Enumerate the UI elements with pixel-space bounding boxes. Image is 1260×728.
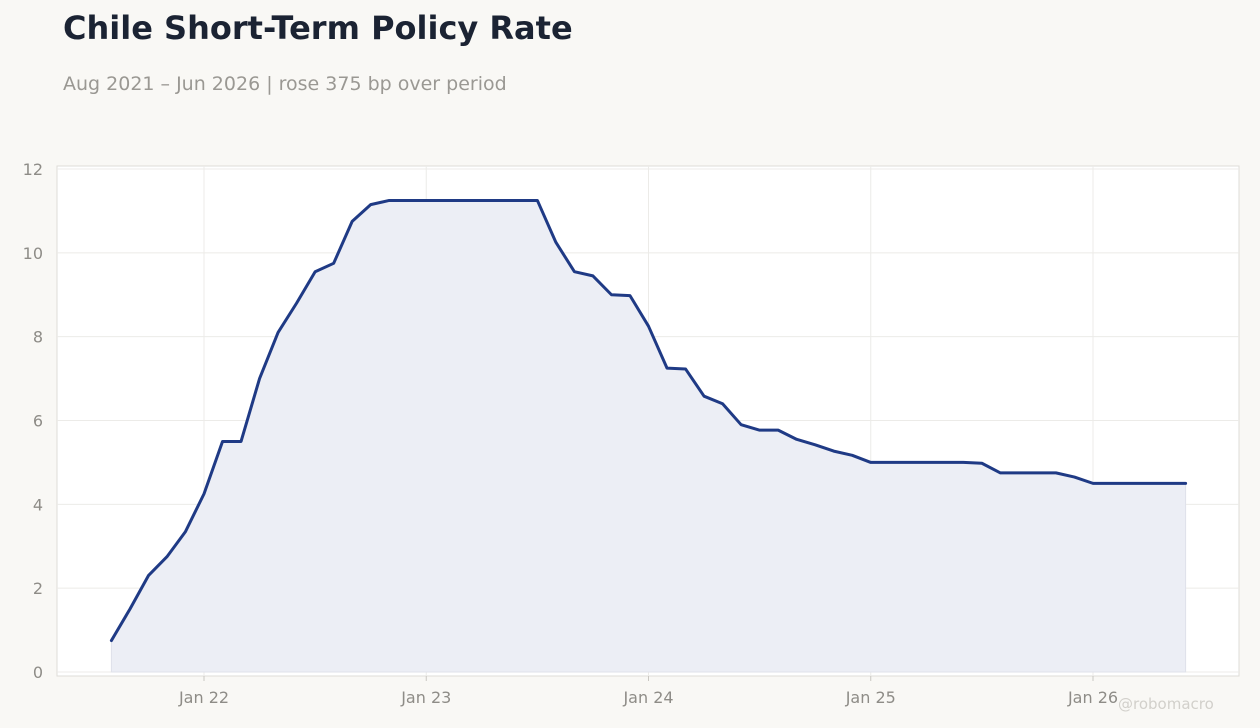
- series-layer: [109, 198, 1188, 673]
- y-tick-label: 8: [33, 328, 43, 347]
- x-tick-label: Jan 23: [400, 688, 451, 707]
- y-tick-label: 2: [33, 579, 43, 598]
- y-tick-label: 4: [33, 495, 43, 514]
- y-tick-label: 0: [33, 663, 43, 682]
- y-tick-label: 6: [33, 412, 43, 431]
- chart-subtitle: Aug 2021 – Jun 2026 | rose 375 bp over p…: [63, 73, 507, 95]
- y-axis-ticks: 0 2 4 6 8 10 12: [23, 160, 43, 682]
- watermark: @robomacro: [1118, 695, 1214, 713]
- x-tick-label: Jan 25: [845, 688, 896, 707]
- chart-title: Chile Short-Term Policy Rate: [63, 9, 573, 47]
- x-tick-label: Jan 26: [1067, 688, 1118, 707]
- x-axis-ticks: Jan 22 Jan 23 Jan 24 Jan 25 Jan 26: [178, 676, 1118, 707]
- x-tick-label: Jan 22: [178, 688, 229, 707]
- y-tick-label: 10: [23, 244, 43, 263]
- y-tick-label: 12: [23, 160, 43, 179]
- x-tick-label: Jan 24: [622, 688, 673, 707]
